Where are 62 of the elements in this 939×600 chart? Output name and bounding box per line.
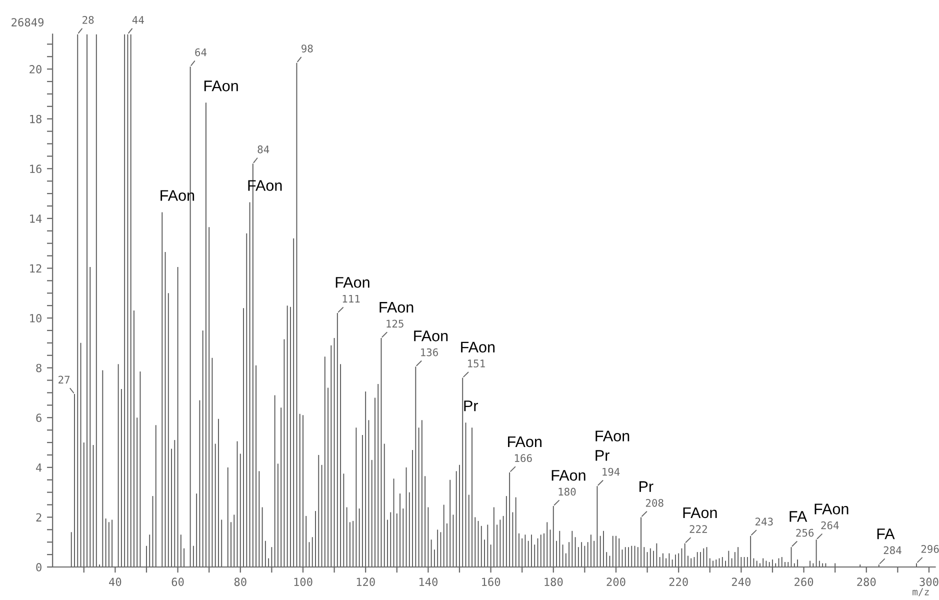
annotation: FAon [380, 302, 414, 313]
annotation: 136 [421, 348, 438, 356]
x-tick-label: 160 [482, 578, 500, 586]
annotation: 296 [921, 545, 939, 553]
annotation: 194 [602, 468, 620, 476]
annotation: 222 [690, 525, 707, 533]
annotation: 243 [756, 518, 773, 526]
annotation: Pr [464, 400, 478, 412]
x-tick-label: 240 [732, 578, 750, 586]
y-tick-label: 2 [36, 513, 42, 522]
x-tick-label: 140 [419, 578, 438, 586]
annotation: 27 [58, 376, 70, 384]
y-tick-label: 18 [30, 114, 42, 124]
x-tick-label: 220 [669, 578, 688, 586]
annotation: FAon [508, 436, 542, 448]
x-tick-label: 40 [109, 578, 122, 586]
annotation: 125 [386, 320, 404, 328]
annotation: FAon [552, 470, 586, 481]
annotation: 166 [514, 454, 532, 462]
annotation: FAon [683, 507, 717, 518]
annotation: FAon [461, 342, 495, 353]
annotation: FAon [596, 430, 630, 442]
annotation: FAon [414, 330, 448, 342]
x-tick-label: 260 [794, 578, 814, 586]
y-tick-label: 16 [30, 164, 42, 174]
annotation: 256 [796, 528, 814, 537]
x-tick-label: 60 [172, 578, 184, 586]
annotation: FAon [336, 277, 370, 288]
annotation: FAon [204, 80, 238, 92]
annotation: 151 [468, 360, 485, 368]
annotation: FAon [814, 504, 848, 514]
x-tick-label: 80 [234, 578, 246, 586]
annotation: 208 [646, 498, 664, 507]
annotation: 111 [342, 294, 360, 303]
annotation: 84 [258, 145, 270, 154]
x-axis-title: m/z [912, 588, 929, 596]
y-tick-label: 8 [36, 364, 42, 372]
annotation: 180 [558, 488, 576, 496]
x-tick-label: 280 [857, 578, 876, 586]
y-tick-label: 10 [30, 314, 42, 322]
text: 26849 [12, 18, 44, 26]
annotation: 98 [302, 44, 313, 52]
annotation: 64 [195, 48, 207, 56]
y-tick-label: 6 [36, 414, 42, 422]
annotation: 44 [132, 16, 144, 24]
x-tick-label: 180 [544, 578, 563, 586]
y-tick-label: 12 [30, 264, 42, 272]
annotation: FA [877, 528, 895, 540]
annotation: FA [790, 511, 808, 522]
x-tick-label: 120 [356, 578, 375, 586]
annotation: 264 [821, 521, 839, 530]
x-tick-label: 300 [920, 578, 938, 586]
x-tick-label: 100 [294, 578, 312, 586]
y-tick-label: 14 [30, 214, 42, 223]
y-tick-label: 4 [36, 464, 42, 472]
annotation: 284 [884, 546, 902, 554]
y-tick-label: 0 [36, 563, 42, 572]
annotation: Pr [640, 481, 654, 492]
y-tick-label: 20 [30, 65, 42, 74]
annotation: Pr [596, 450, 610, 461]
annotation: 28 [82, 16, 94, 24]
x-tick-label: 200 [606, 578, 626, 586]
